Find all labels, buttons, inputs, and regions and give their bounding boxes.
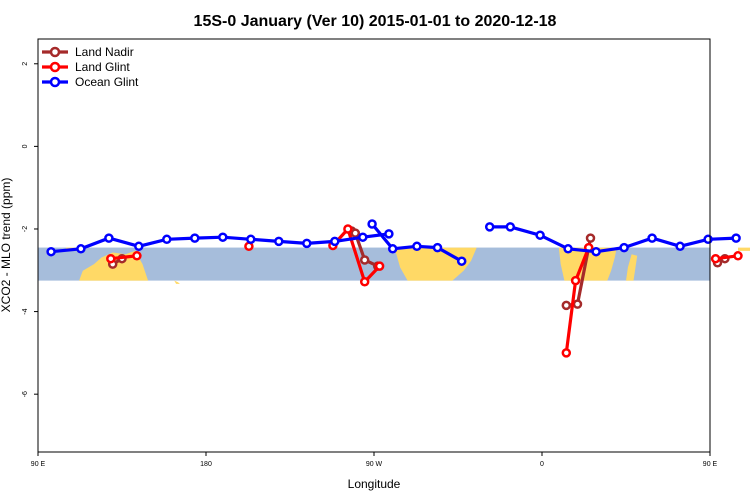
data-point-ocean-glint <box>619 242 629 253</box>
data-point-land-glint <box>561 348 572 358</box>
y-tick-label: 0 <box>22 144 29 148</box>
data-point-land-nadir <box>585 233 596 243</box>
data-point-ocean-glint <box>384 229 394 239</box>
data-point-ocean-glint <box>162 234 172 245</box>
legend-item-land-glint: Land Glint <box>42 60 130 74</box>
data-point-ocean-glint <box>246 234 256 245</box>
data-point-land-glint <box>570 275 581 286</box>
legend-swatch-marker <box>49 46 61 58</box>
legend-label: Ocean Glint <box>75 75 139 89</box>
data-point-ocean-glint <box>218 232 228 242</box>
series-land-glint <box>106 224 743 358</box>
data-point-ocean-glint <box>76 244 86 254</box>
data-point-ocean-glint <box>731 233 741 243</box>
data-point-land-glint <box>132 251 142 261</box>
series-line-ocean-glint <box>489 225 737 254</box>
x-tick-label: 180 <box>200 461 212 468</box>
data-point-ocean-glint <box>412 241 422 252</box>
data-point-land-glint <box>710 253 721 264</box>
data-point-land-glint <box>374 261 385 271</box>
data-point-ocean-glint <box>330 236 340 247</box>
data-point-land-glint <box>106 253 116 264</box>
data-point-ocean-glint <box>456 256 467 266</box>
data-point-ocean-glint <box>190 233 200 243</box>
y-tick-label: 2 <box>22 62 29 66</box>
data-point-ocean-glint <box>591 246 601 257</box>
data-point-land-nadir <box>359 255 370 265</box>
data-point-ocean-glint <box>505 222 516 232</box>
data-point-ocean-glint <box>134 241 144 252</box>
x-tick-label: 90 W <box>366 461 383 468</box>
data-point-ocean-glint <box>563 244 573 254</box>
chart-title: 15S-0 January (Ver 10) 2015-01-01 to 202… <box>194 13 557 30</box>
data-point-ocean-glint <box>675 241 685 252</box>
x-axis-label: Longitude <box>348 477 401 491</box>
data-point-ocean-glint <box>647 233 657 243</box>
data-point-ocean-glint <box>535 230 545 240</box>
x-axis: 90 E 180 90 W 0 90 E <box>31 452 718 468</box>
x-tick-label: 90 E <box>31 461 46 468</box>
data-point-ocean-glint <box>104 233 114 243</box>
legend-label: Land Glint <box>75 60 130 74</box>
legend-swatch-marker <box>49 76 61 88</box>
y-axis-label: XCO2 - MLO trend (ppm) <box>0 178 13 313</box>
series-layer <box>46 219 743 358</box>
x-tick-label: 0 <box>540 461 544 468</box>
data-point-ocean-glint <box>387 244 398 254</box>
legend-item-ocean-glint: Ocean Glint <box>42 75 139 89</box>
new-caledonia-land <box>174 280 180 284</box>
madagascar-land <box>626 254 638 281</box>
data-point-land-glint <box>733 251 743 261</box>
data-point-land-nadir <box>561 300 572 311</box>
data-point-land-glint <box>359 277 370 287</box>
series-ocean-glint <box>46 219 741 266</box>
data-point-ocean-glint <box>703 234 713 245</box>
indonesia-land-repeat <box>738 247 750 251</box>
x-tick-label: 90 E <box>703 461 718 468</box>
y-axis: 2 0 -2 -4 -6 <box>22 62 38 397</box>
data-point-ocean-glint <box>358 232 368 242</box>
data-point-land-glint <box>343 224 353 234</box>
data-point-land-nadir <box>350 228 361 238</box>
data-point-ocean-glint <box>367 219 377 229</box>
data-point-ocean-glint <box>302 238 312 249</box>
legend-swatch-marker <box>49 61 61 73</box>
data-point-ocean-glint <box>432 242 443 253</box>
y-tick-label: -2 <box>22 226 29 232</box>
y-tick-label: -4 <box>22 308 29 314</box>
y-tick-label: -6 <box>22 391 29 397</box>
legend-label: Land Nadir <box>75 45 134 59</box>
data-point-ocean-glint <box>46 246 56 257</box>
data-point-ocean-glint <box>484 222 495 232</box>
series-line-land-glint <box>331 225 381 285</box>
legend-item-land-nadir: Land Nadir <box>42 45 134 59</box>
data-point-land-nadir <box>572 299 583 309</box>
africa-land <box>558 247 617 281</box>
south-america-land <box>392 247 477 281</box>
data-point-ocean-glint <box>274 236 284 247</box>
